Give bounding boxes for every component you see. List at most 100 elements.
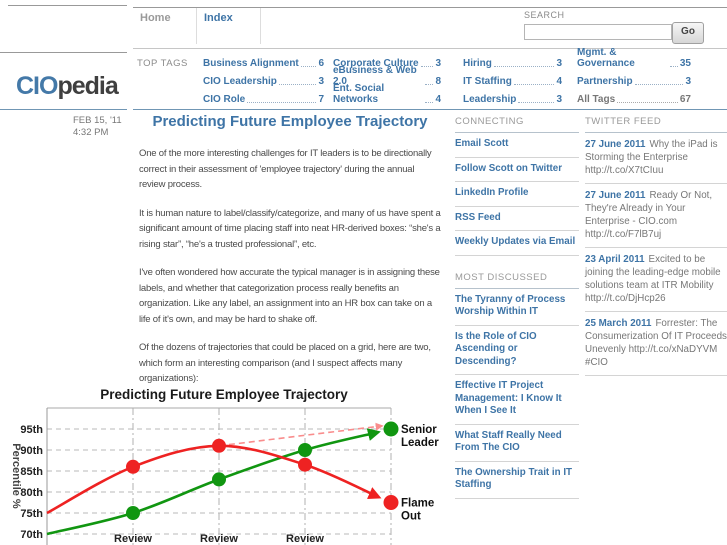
- svg-text:70th: 70th: [20, 529, 43, 541]
- tweet-item[interactable]: 23 April 2011 Excited to be joining the l…: [585, 248, 727, 312]
- tag-link[interactable]: IT Staffing 4: [463, 74, 562, 87]
- tag-count: 3: [435, 58, 441, 69]
- tweet-date: 27 June 2011: [585, 139, 646, 150]
- sidebar-link[interactable]: The Ownership Trait in IT Staffing: [455, 462, 579, 499]
- tag-link[interactable]: Hiring 3: [463, 56, 562, 69]
- tag-link[interactable]: All Tags 67: [577, 92, 691, 105]
- tag-link[interactable]: CIO Role 7: [203, 92, 324, 105]
- tag-column: Corporate Culture 3 eBusiness & Web 2.0 8 En…: [333, 56, 441, 105]
- post-date-time: 4:32 PM: [73, 127, 109, 138]
- tag-link[interactable]: CIO Leadership 3: [203, 74, 324, 87]
- tweet-text: Forrester: The Consumerization Of IT Pro…: [585, 318, 727, 368]
- sidebar-link[interactable]: RSS Feed: [455, 207, 579, 231]
- tweet-item[interactable]: 27 June 2011 Ready Or Not, They're Alread…: [585, 184, 727, 248]
- dotted-leader: [493, 66, 555, 67]
- sidebar-link[interactable]: Weekly Updates via Email: [455, 231, 579, 256]
- post-paragraph: I've often wondered how accurate the typ…: [139, 267, 440, 325]
- dotted-leader: [420, 66, 434, 67]
- tag-link[interactable]: eBusiness & Web 2.0 8: [333, 65, 441, 87]
- twitter-feed-title: TWITTER FEED: [585, 113, 727, 133]
- trajectory-chart: Predicting Future Employee Trajectory 95t…: [0, 385, 460, 545]
- tweet-text: Why the iPad is Storming the Enterprise …: [585, 139, 718, 176]
- svg-text:80th: 80th: [20, 487, 43, 499]
- tag-count: 4: [556, 76, 562, 87]
- svg-text:Out: Out: [401, 511, 421, 523]
- tag-count: 4: [435, 94, 441, 105]
- dotted-leader: [425, 102, 434, 103]
- tag-name: Partnership: [577, 76, 633, 87]
- tweet-item[interactable]: 25 March 2011 Forrester: The Consumerizat…: [585, 312, 727, 376]
- sidebar-link[interactable]: What Staff Really Need From The CIO: [455, 425, 579, 462]
- tag-name: Business Alignment: [203, 58, 299, 69]
- tag-name: IT Staffing: [463, 76, 512, 87]
- most-discussed-title: MOST DISCUSSED: [455, 269, 579, 289]
- tag-link[interactable]: Business Alignment 6: [203, 56, 324, 69]
- search-input[interactable]: [524, 24, 672, 40]
- tweet-item[interactable]: 27 June 2011 Why the iPad is Storming the…: [585, 133, 727, 184]
- tag-count: 7: [318, 94, 324, 105]
- tag-link[interactable]: Mgmt. & Governance 35: [577, 47, 691, 69]
- dotted-leader: [634, 84, 684, 85]
- tag-name: Mgmt. & Governance: [577, 47, 635, 69]
- tag-count: 3: [556, 94, 562, 105]
- sidebar-link[interactable]: Email Scott: [455, 133, 579, 158]
- sidebar-link[interactable]: Effective IT Project Management: I Know …: [455, 375, 579, 425]
- dotted-leader: [247, 102, 317, 103]
- main-blue-rule: [133, 109, 727, 110]
- tag-name: Leadership: [463, 94, 517, 105]
- logo-pedia: pedia: [57, 72, 118, 100]
- dotted-leader: [518, 102, 555, 103]
- tag-link[interactable]: Corporate Culture 3: [333, 56, 441, 69]
- tag-count: 3: [556, 58, 562, 69]
- left-top-rule: [8, 5, 127, 6]
- post-date-day: FEB 15, '11: [73, 115, 122, 126]
- nav-item-home[interactable]: Home: [133, 8, 197, 44]
- search-label: SEARCH: [524, 10, 565, 20]
- article: Predicting Future Employee Trajectory On…: [139, 113, 441, 400]
- tag-count: 3: [318, 76, 324, 87]
- tag-link[interactable]: Partnership 3: [577, 74, 691, 87]
- sidebar-link[interactable]: The Tyranny of Process Worship Within IT: [455, 289, 579, 326]
- search-go-button[interactable]: Go: [672, 22, 704, 44]
- tweet-text: Excited to be joining the leading-edge m…: [585, 254, 721, 304]
- tag-name: All Tags: [577, 94, 616, 105]
- connecting-title: CONNECTING: [455, 113, 579, 133]
- trajectory-chart-svg: Predicting Future Employee Trajectory 95t…: [10, 387, 439, 545]
- svg-text:Senior: Senior: [401, 424, 437, 436]
- sidebar-link[interactable]: Is the Role of CIO Ascending or Descendi…: [455, 326, 579, 375]
- dotted-leader: [617, 102, 678, 103]
- dotted-leader: [278, 84, 317, 85]
- dotted-leader: [425, 84, 434, 85]
- site-logo[interactable]: CIOpedia: [16, 72, 119, 101]
- svg-text:Percentile %: Percentile %: [10, 443, 22, 509]
- sidebar-link[interactable]: Follow Scott on Twitter: [455, 158, 579, 182]
- svg-text:95th: 95th: [20, 424, 43, 436]
- tweet-date: 27 June 2011: [585, 190, 646, 201]
- top-tags-section: TOP TAGS Business Alignment 6 CIO Leadersh…: [133, 47, 727, 109]
- svg-text:85th: 85th: [20, 466, 43, 478]
- svg-text:Leader: Leader: [401, 437, 439, 449]
- tag-link[interactable]: Leadership 3: [463, 92, 562, 105]
- tag-count: 3: [685, 76, 691, 87]
- tag-link[interactable]: Ent. Social Networks 4: [333, 83, 441, 105]
- svg-text:90th: 90th: [20, 445, 43, 457]
- tweet-text: Ready Or Not, They're Already in Your En…: [585, 190, 713, 240]
- svg-text:Review: Review: [200, 533, 238, 545]
- tag-column: Business Alignment 6 CIO Leadership 3 CIO Ro…: [203, 56, 324, 105]
- tag-count: 35: [679, 58, 691, 69]
- dotted-leader: [300, 66, 317, 67]
- tweet-date: 23 April 2011: [585, 254, 645, 265]
- dotted-leader: [669, 66, 678, 67]
- tag-name: eBusiness & Web 2.0: [333, 65, 417, 87]
- sidebar-link[interactable]: LinkedIn Profile: [455, 182, 579, 207]
- tag-count: 67: [679, 94, 691, 105]
- nav-item-index[interactable]: Index: [197, 8, 261, 44]
- tag-count: 8: [435, 76, 441, 87]
- svg-text:75th: 75th: [20, 508, 43, 520]
- svg-text:Predicting Future Employee Tra: Predicting Future Employee Trajectory: [100, 387, 348, 402]
- post-date: FEB 15, '11 4:32 PM: [73, 115, 122, 139]
- top-tags-label: TOP TAGS: [137, 58, 188, 69]
- post-title: Predicting Future Employee Trajectory: [152, 113, 428, 130]
- tweet-date: 25 March 2011: [585, 318, 652, 329]
